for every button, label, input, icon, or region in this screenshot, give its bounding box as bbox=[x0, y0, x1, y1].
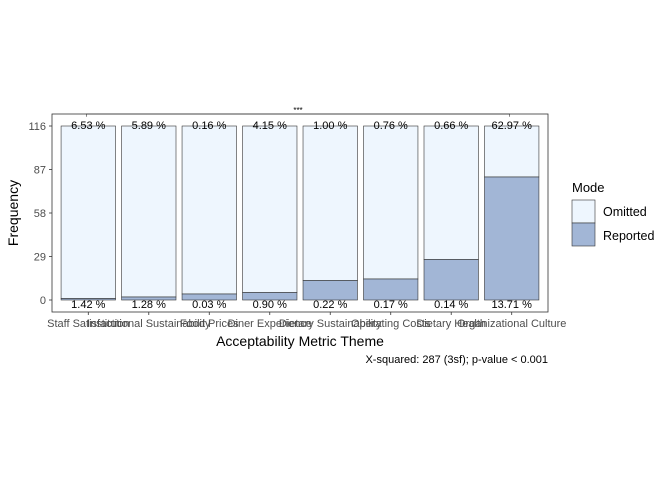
bottom-label: 13.71 % bbox=[492, 299, 533, 311]
significance-mark: *** bbox=[293, 106, 302, 115]
legend-title: Mode bbox=[572, 180, 605, 195]
y-tick-label: 116 bbox=[28, 121, 46, 133]
bar-reported-institutional-sustainability bbox=[121, 296, 177, 301]
y-tick-label: 87 bbox=[34, 165, 46, 177]
x-tick-label: Dietary Sustainability bbox=[279, 318, 382, 330]
x-tick-label: Institutional Sustainability bbox=[87, 318, 211, 330]
legend-key-omitted bbox=[571, 199, 596, 224]
y-tick-label: 0 bbox=[40, 295, 46, 307]
x-tick-label: Operating Costs bbox=[351, 318, 431, 330]
top-label: 4.15 % bbox=[253, 120, 287, 132]
bar-omitted-operating-costs bbox=[363, 125, 419, 280]
bar-reported-dietary-sustainability bbox=[302, 280, 358, 301]
bar-omitted-organizational-culture bbox=[484, 125, 540, 178]
bottom-label: 1.42 % bbox=[71, 299, 105, 311]
bar-omitted-diner-experience bbox=[242, 125, 298, 293]
y-axis: 0 29 58 87 116 bbox=[28, 121, 52, 307]
data-labels-layer: 6.53 % 1.42 % 5.89 % 1.28 % 0.16 % 0.03 % 4.15… bbox=[71, 120, 532, 311]
bar-reported-food-prices bbox=[181, 293, 237, 301]
bar-omitted-food-prices bbox=[181, 125, 237, 295]
legend-label-omitted: Omitted bbox=[603, 205, 647, 219]
bottom-label: 0.03 % bbox=[192, 299, 226, 311]
x-tick-label: Dietary Health bbox=[416, 318, 486, 330]
x-tick-label: Staff Satisfaction bbox=[47, 318, 129, 330]
significance-bracket: *** bbox=[85, 106, 511, 117]
y-tick-label: 58 bbox=[34, 208, 46, 220]
bar-reported-diner-experience bbox=[242, 292, 298, 301]
bottom-label: 0.90 % bbox=[253, 299, 287, 311]
legend: Mode Omitted Reported bbox=[571, 180, 654, 247]
bars-layer bbox=[60, 125, 540, 301]
bar-reported-operating-costs bbox=[363, 278, 419, 301]
x-tick-label: Diner Experience bbox=[228, 318, 312, 330]
chart-caption: X-squared: 287 (3sf); p-value < 0.001 bbox=[365, 354, 548, 366]
bar-omitted-staff-satisfaction bbox=[60, 125, 116, 299]
legend-key-reported bbox=[571, 222, 596, 247]
significance-bracket-line bbox=[85, 113, 511, 117]
y-tick-label: 29 bbox=[34, 252, 46, 264]
y-axis-title: Frequency bbox=[5, 180, 21, 246]
x-axis-title: Acceptability Metric Theme bbox=[216, 333, 384, 349]
bar-omitted-dietary-sustainability bbox=[302, 125, 358, 281]
top-label: 0.16 % bbox=[192, 120, 226, 132]
bottom-label: 1.28 % bbox=[132, 299, 166, 311]
bar-omitted-dietary-health bbox=[423, 125, 479, 260]
x-tick-label: Food Prices bbox=[180, 318, 239, 330]
bottom-label: 0.22 % bbox=[313, 299, 347, 311]
top-label: 62.97 % bbox=[492, 120, 533, 132]
top-label: 1.00 % bbox=[313, 120, 347, 132]
bar-omitted-institutional-sustainability bbox=[121, 125, 177, 298]
bar-reported-organizational-culture bbox=[484, 176, 540, 301]
bottom-label: 0.14 % bbox=[434, 299, 468, 311]
top-label: 0.66 % bbox=[434, 120, 468, 132]
bar-reported-staff-satisfaction bbox=[60, 298, 116, 301]
bottom-label: 0.17 % bbox=[374, 299, 408, 311]
x-tick-label: Organizational Culture bbox=[457, 318, 566, 330]
top-label: 5.89 % bbox=[132, 120, 166, 132]
top-label: 6.53 % bbox=[71, 120, 105, 132]
legend-label-reported: Reported bbox=[603, 229, 654, 243]
top-label: 0.76 % bbox=[374, 120, 408, 132]
bar-reported-dietary-health bbox=[423, 259, 479, 301]
